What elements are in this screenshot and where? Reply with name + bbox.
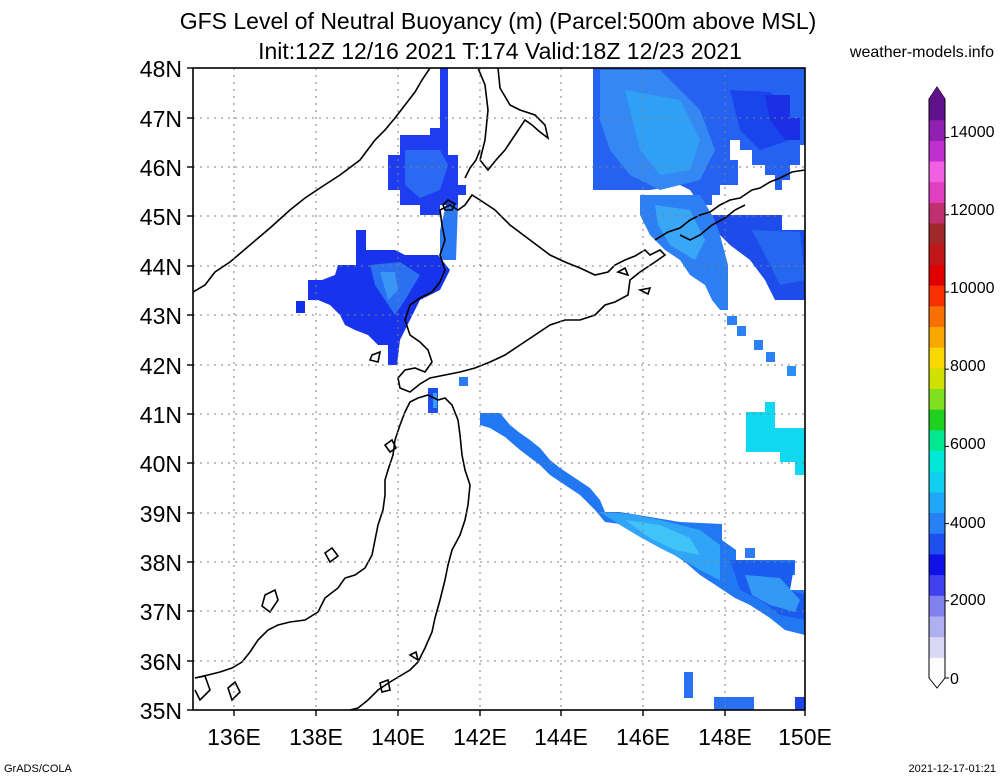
lon-label: 136E <box>207 724 261 750</box>
lon-label: 142E <box>453 724 507 750</box>
colorbar-label: 12000 <box>950 202 995 219</box>
colorbar <box>928 86 949 689</box>
lon-label: 140E <box>371 724 425 750</box>
colorbar-swatch <box>929 512 945 534</box>
map-title: GFS Level of Neutral Buoyancy (m) (Parce… <box>179 8 817 34</box>
lat-label: 40N <box>140 451 182 477</box>
colorbar-swatch <box>929 429 945 452</box>
colorbar-label: 10000 <box>950 280 995 297</box>
colorbar-swatch <box>929 264 945 286</box>
lon-label: 144E <box>534 724 588 750</box>
colorbar-label: 0 <box>950 671 959 688</box>
lat-label: 44N <box>140 254 182 280</box>
lat-label: 35N <box>140 698 182 724</box>
buoyancy-field <box>296 68 805 710</box>
colorbar-swatch <box>929 140 945 162</box>
colorbar-swatch <box>929 285 945 307</box>
lat-label: 36N <box>140 649 182 675</box>
colorbar-swatch <box>929 657 945 679</box>
colorbar-swatch <box>929 99 945 121</box>
colorbar-swatch <box>929 388 945 410</box>
lon-label: 150E <box>778 724 832 750</box>
colorbar-swatch <box>929 347 945 369</box>
lat-label: 39N <box>140 501 182 527</box>
colorbar-swatch <box>929 636 945 658</box>
coastlines <box>193 68 805 710</box>
map-subtitle: Init:12Z 12/16 2021 T:174 Valid:18Z 12/2… <box>258 38 742 64</box>
colorbar-labels: 0 2000 4000 6000 8000 10000 12000 14000 <box>950 124 995 688</box>
lat-label: 43N <box>140 303 182 329</box>
colorbar-swatch <box>929 553 945 576</box>
colorbar-swatch <box>929 615 945 638</box>
lat-label: 45N <box>140 204 182 230</box>
lon-label: 146E <box>616 724 670 750</box>
lat-label: 37N <box>140 599 182 625</box>
lon-label: 148E <box>698 724 752 750</box>
lat-label: 48N <box>140 56 182 82</box>
footer-timestamp: 2021-12-17-01:21 <box>908 763 996 775</box>
gridlines <box>193 68 805 710</box>
colorbar-swatch <box>929 471 945 493</box>
colorbar-label: 14000 <box>950 124 995 141</box>
colorbar-swatch <box>929 202 945 224</box>
colorbar-swatch <box>929 161 945 183</box>
colorbar-swatch <box>929 181 945 203</box>
colorbar-label: 4000 <box>950 515 986 532</box>
lat-label: 41N <box>140 402 182 428</box>
colorbar-swatch <box>929 533 945 555</box>
lat-label: 42N <box>140 353 182 379</box>
lon-label: 138E <box>289 724 343 750</box>
map-frame <box>192 67 806 711</box>
colorbar-swatch <box>929 367 945 389</box>
colorbar-swatch <box>929 119 945 141</box>
lat-label: 38N <box>140 550 182 576</box>
colorbar-swatch <box>929 491 945 514</box>
colorbar-label: 2000 <box>950 592 986 609</box>
axis-ticks <box>187 67 806 716</box>
colorbar-swatch <box>929 223 945 245</box>
colorbar-swatch <box>929 450 945 472</box>
colorbar-label: 6000 <box>950 436 986 453</box>
colorbar-swatch <box>929 305 945 327</box>
colorbar-swatch <box>929 409 945 431</box>
colorbar-swatch <box>929 595 945 617</box>
site-credit: weather-models.info <box>849 44 994 61</box>
lat-label: 46N <box>140 155 182 181</box>
colorbar-swatch <box>929 326 945 348</box>
colorbar-max-arrow <box>929 87 945 99</box>
lat-label: 47N <box>140 106 182 132</box>
colorbar-label: 8000 <box>950 358 986 375</box>
footer-credit: GrADS/COLA <box>4 763 72 775</box>
colorbar-swatch <box>929 243 945 265</box>
colorbar-swatch <box>929 574 945 596</box>
